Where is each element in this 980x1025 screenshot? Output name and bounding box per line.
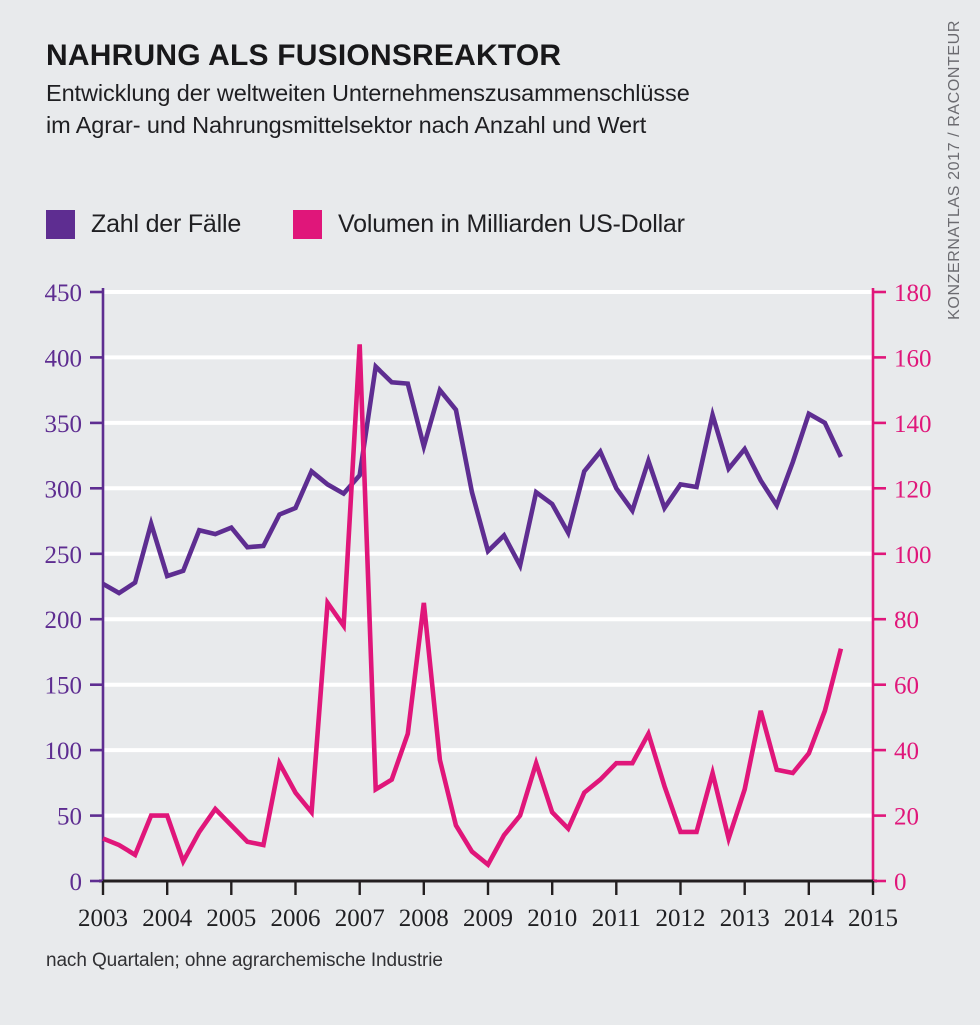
y-axis-left-tick-label: 100 [45,738,83,765]
y-axis-left-tick-label: 400 [45,345,83,372]
y-axis-left-tick-label: 50 [57,804,82,831]
x-axis-tick-label: 2014 [784,905,835,932]
source-credit-text: KONZERNATLAS 2017 / RACONTEUR [946,20,963,320]
legend-label-cases: Zahl der Fälle [91,210,242,238]
axis-lines [99,288,877,883]
data-series [101,344,844,869]
x-axis-tick-label: 2007 [335,905,385,932]
gridlines [103,290,873,818]
y-axis-right-tick-label: 80 [894,607,919,634]
y-axis-left-tick-label: 200 [45,607,83,634]
y-axis-right-tick-label: 120 [894,476,932,503]
chart-subtitle-line-2: im Agrar- und Nahrungsmittelsektor nach … [46,112,647,139]
y-axis-left-tick-label: 250 [45,542,83,569]
x-axis-tick-label: 2006 [271,905,321,932]
legend-item-volume[interactable]: Volumen in Milliarden US-Dollar [293,210,685,239]
chart-header: NAHRUNG ALS FUSIONSREAKTOR Entwicklung d… [46,39,906,142]
y-axis-right-tick-label: 20 [894,804,919,831]
source-credit: KONZERNATLAS 2017 / RACONTEUR [946,20,974,340]
y-axis-right-tick-label: 60 [894,673,919,700]
x-axis-tick-label: 2003 [78,905,128,932]
y-axis-left-tick-label: 0 [70,869,83,896]
y-axis-right-tick-label: 0 [894,869,907,896]
x-axis-tick-label: 2013 [720,905,770,932]
y-axis-right-tick-label: 160 [894,345,932,372]
y-axis-right-tick-label: 180 [894,280,932,307]
x-axis-tick-label: 2010 [527,905,577,932]
x-axis-tick-label: 2011 [592,905,641,932]
legend-swatch-cases-icon [46,210,75,239]
axis-ticks [90,290,886,895]
axis-tick-labels: 0 50 100 150 200 250 300 350 400 450 0 20 40 60 80 100 1… [45,280,932,932]
legend-label-volume: Volumen in Milliarden US-Dollar [338,210,685,238]
x-axis-tick-label: 2009 [463,905,513,932]
x-axis-tick-label: 2008 [399,905,449,932]
y-axis-left-tick-label: 300 [45,476,83,503]
series-line-cases [101,361,844,596]
y-axis-left-tick-label: 350 [45,411,83,438]
y-axis-left-tick-label: 150 [45,673,83,700]
y-axis-right-tick-label: 100 [894,542,932,569]
x-axis-tick-label: 2005 [206,905,256,932]
x-axis-tick-label: 2004 [142,905,193,932]
series-line-volume [102,344,844,869]
page-title: NAHRUNG ALS FUSIONSREAKTOR [46,39,562,72]
x-axis-tick-label: 2015 [848,905,898,932]
legend-swatch-volume-icon [293,210,323,239]
chart-footnote: nach Quartalen; ohne agrarchemische Indu… [46,950,443,971]
y-axis-right-tick-label: 40 [894,738,919,765]
y-axis-left-tick-label: 450 [45,280,83,307]
legend-item-cases[interactable]: Zahl der Fälle [46,210,241,239]
y-axis-right-tick-label: 140 [894,411,932,438]
chart-subtitle-line-1: Entwicklung der weltweiten Unternehmensz… [46,80,690,107]
chart-legend: Zahl der Fälle Volumen in Milliarden US-… [46,210,685,239]
x-axis-tick-label: 2012 [656,905,706,932]
